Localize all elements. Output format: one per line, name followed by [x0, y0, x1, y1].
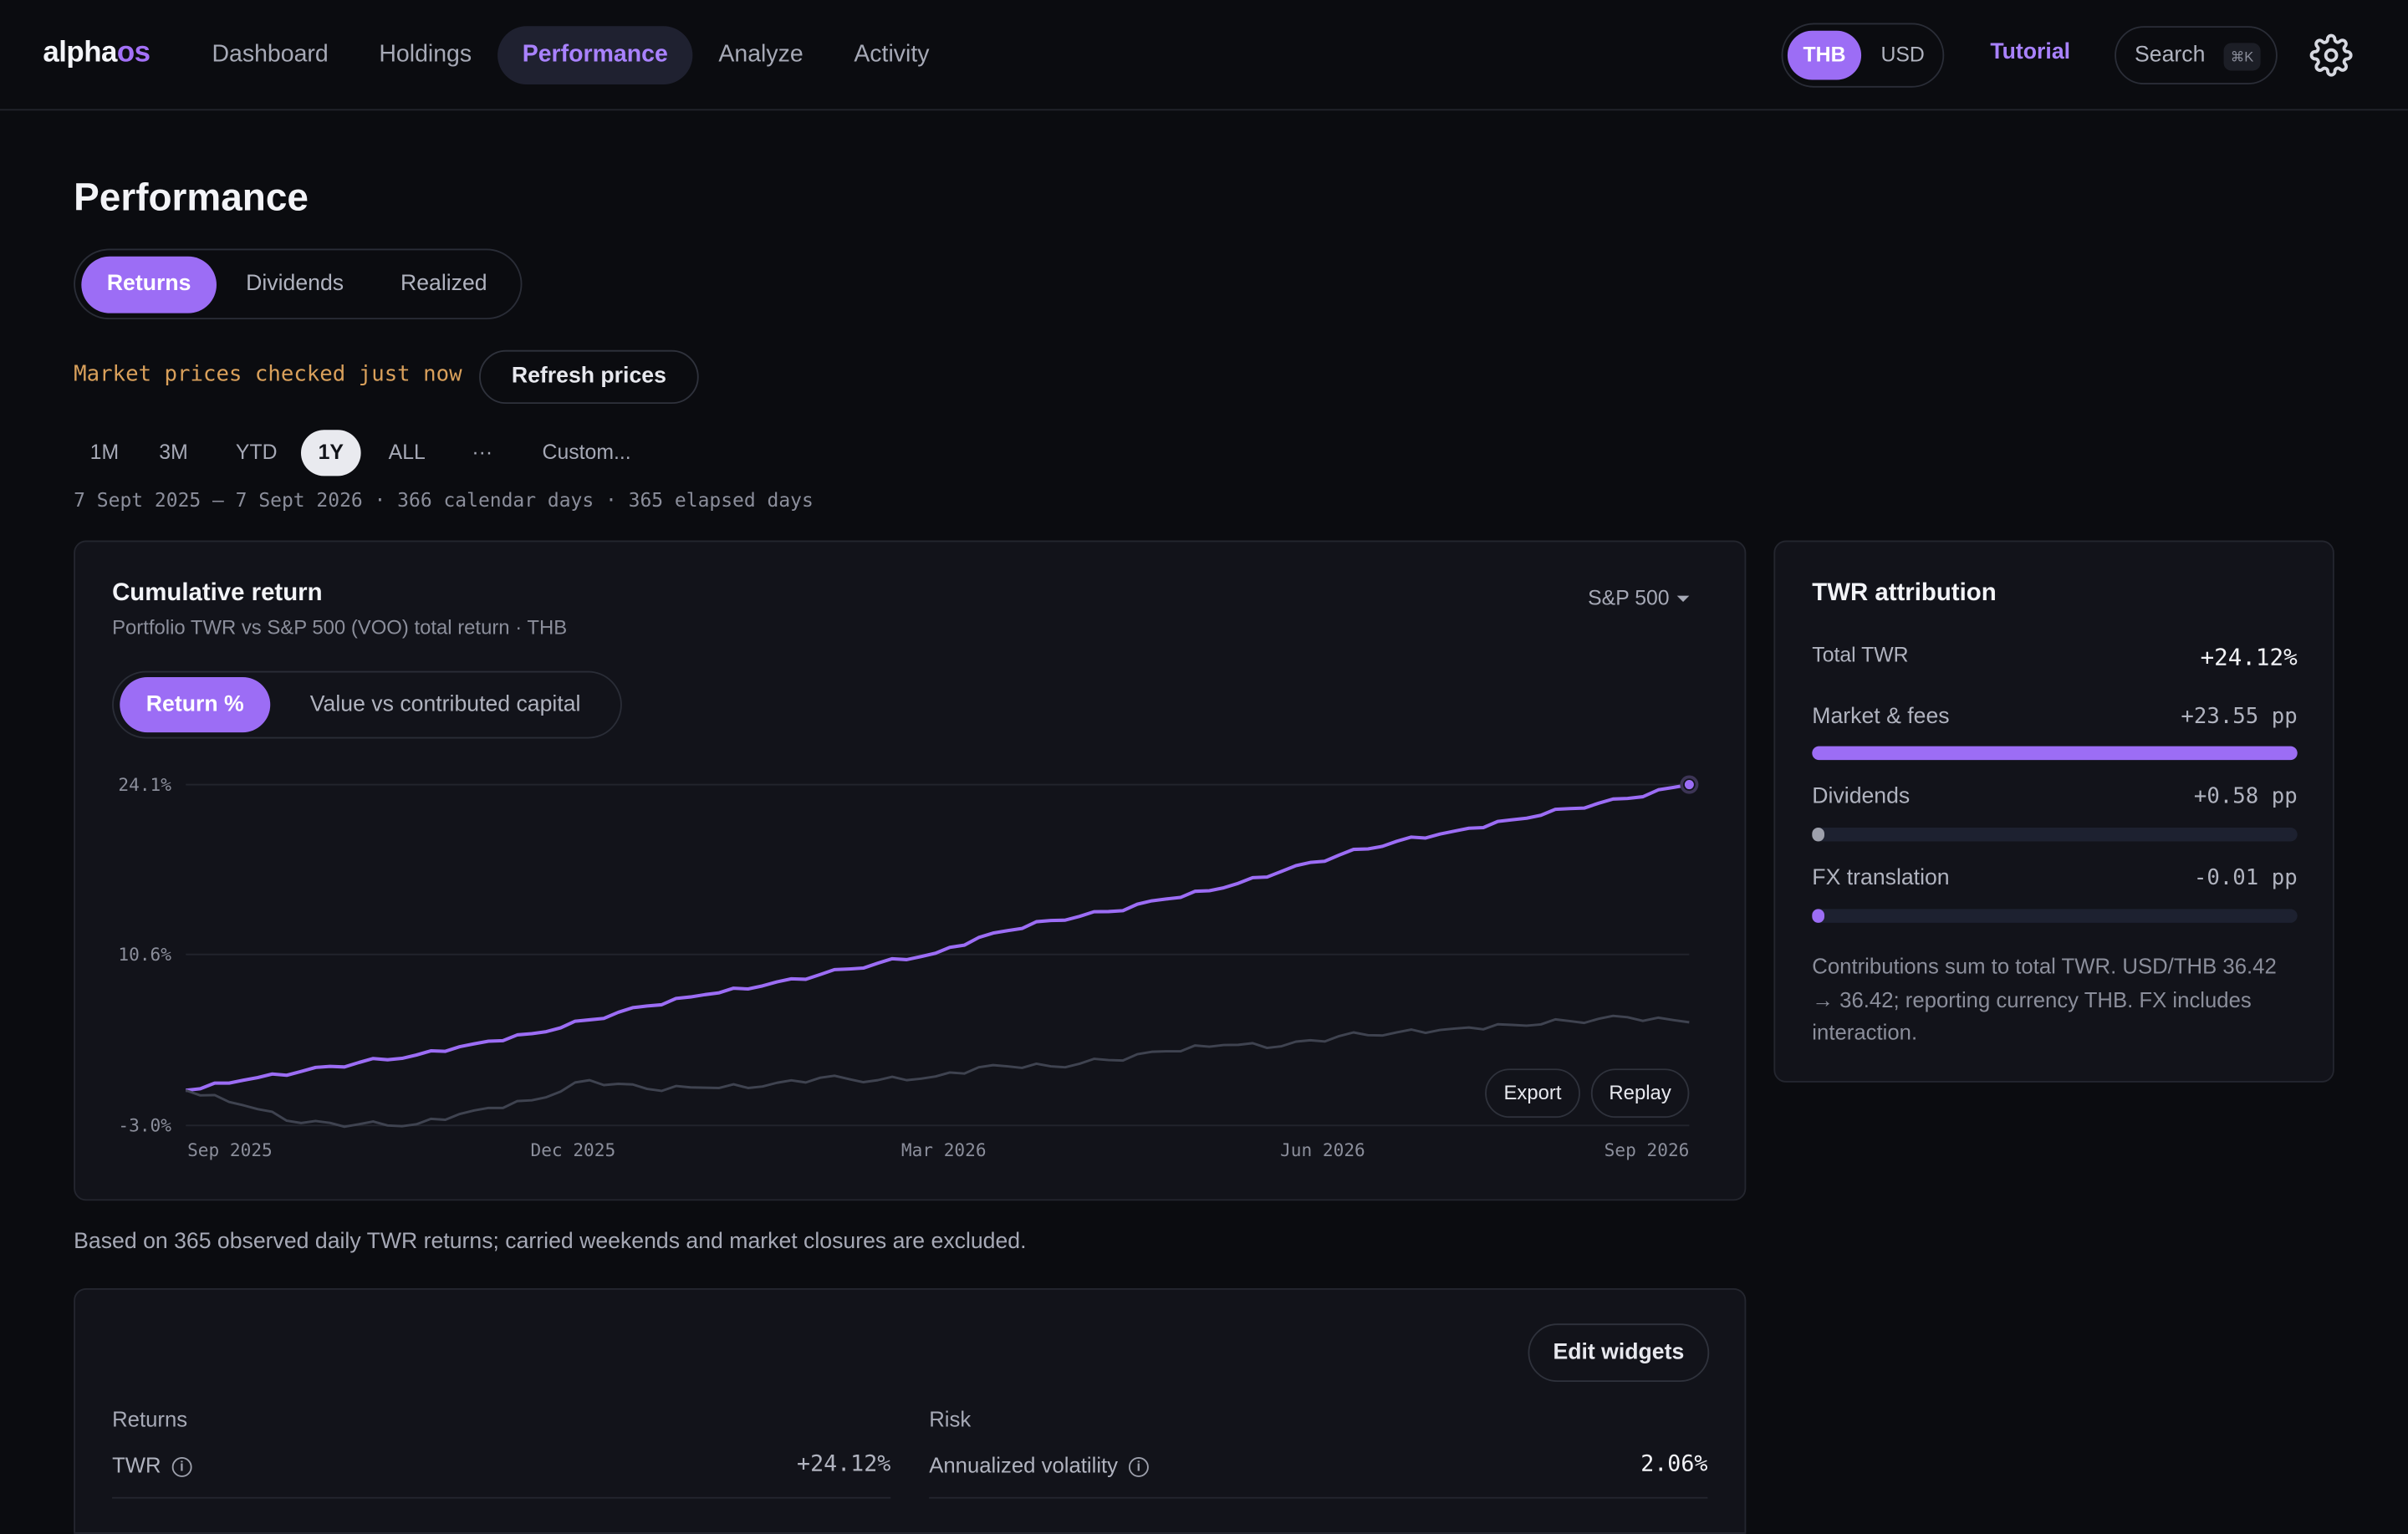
tab-dividends[interactable]: Dividends	[246, 272, 344, 297]
search-button[interactable]: Search ⌘K	[2115, 26, 2278, 85]
top-nav: alphaos Dashboard Holdings Performance A…	[0, 0, 2408, 111]
y-tick-label: -3.0%	[118, 1115, 171, 1136]
total-twr-label: Total TWR	[1812, 643, 1909, 667]
attr-value: -0.01 pp	[2193, 865, 2298, 891]
attr-bar-dividends	[1812, 827, 2298, 842]
benchmark-label: S&P 500	[1588, 586, 1670, 610]
replay-button[interactable]: Replay	[1590, 1068, 1690, 1119]
range-more[interactable]: ···	[472, 441, 493, 464]
tab-realized[interactable]: Realized	[400, 272, 487, 297]
mode-return-pct[interactable]: Return %	[120, 676, 271, 733]
nav-activity[interactable]: Activity	[854, 41, 930, 68]
currency-thb[interactable]: THB	[1787, 30, 1862, 80]
twr-attribution-card: TWR attribution Total TWR +24.12% Market…	[1773, 540, 2334, 1083]
metric-label: TWR i	[112, 1452, 192, 1477]
tab-returns[interactable]: Returns	[81, 256, 217, 313]
x-tick-label: Dec 2025	[530, 1139, 615, 1160]
nav-dashboard[interactable]: Dashboard	[212, 41, 329, 68]
chart-subtitle: Portfolio TWR vs S&P 500 (VOO) total ret…	[112, 615, 568, 640]
volatility-value: 2.06%	[1640, 1452, 1708, 1477]
attr-value: +23.55 pp	[2181, 705, 2298, 730]
metric-row-twr: TWR i +24.12%	[112, 1443, 891, 1499]
mode-value-vs-capital[interactable]: Value vs contributed capital	[309, 692, 581, 717]
risk-section-label: Risk	[929, 1406, 972, 1431]
attr-bar-fill	[1812, 827, 1824, 842]
currency-toggle: THB USD	[1781, 23, 1945, 88]
currency-usd[interactable]: USD	[1880, 43, 1925, 66]
tutorial-link[interactable]: Tutorial	[1990, 39, 2071, 65]
edit-widgets-button[interactable]: Edit widgets	[1528, 1323, 1710, 1383]
nav-analyze[interactable]: Analyze	[718, 41, 804, 68]
attribution-note: Contributions sum to total TWR. USD/THB …	[1812, 953, 2277, 1044]
search-label: Search	[2135, 43, 2206, 68]
range-all[interactable]: ALL	[388, 441, 426, 464]
range-1m[interactable]: 1M	[89, 441, 120, 464]
metric-row-volatility: Annualized volatility i 2.06%	[929, 1443, 1708, 1499]
attr-label: FX translation	[1812, 865, 1950, 891]
info-icon[interactable]: i	[171, 1457, 192, 1477]
end-marker	[1684, 780, 1694, 790]
nav-performance[interactable]: Performance	[497, 26, 693, 85]
range-custom[interactable]: Custom...	[542, 441, 631, 464]
twr-label: TWR	[112, 1452, 161, 1477]
attr-value: +0.58 pp	[2193, 784, 2298, 809]
info-icon[interactable]: i	[1128, 1457, 1149, 1477]
chevron-down-icon	[1676, 596, 1690, 603]
attr-bar-fill	[1812, 909, 1824, 923]
main-nav: Dashboard Holdings Performance Analyze A…	[187, 26, 956, 85]
chart-mode-toggle: Return % Value vs contributed capital	[112, 670, 622, 739]
nav-holdings[interactable]: Holdings	[379, 41, 472, 68]
cumulative-return-chart: 24.1% 10.6% -3.0% Sep 2025 Dec 2025 Mar 2026 J…	[118, 774, 1699, 1160]
date-range-text: 7 Sept 2025 – 7 Sept 2026 · 366 calendar…	[74, 488, 814, 512]
range-selector: 1M 3M YTD 1Y ALL ··· Custom...	[74, 430, 661, 477]
widgets-card: Edit widgets Returns Risk TWR i +24.12% A…	[74, 1287, 1747, 1534]
total-twr-value: +24.12%	[2200, 643, 2298, 671]
attr-label: Dividends	[1812, 784, 1911, 809]
attribution-title: TWR attribution	[1812, 580, 1997, 607]
x-tick-label: Jun 2026	[1280, 1139, 1365, 1160]
attr-bar-market	[1812, 746, 2298, 761]
x-tick-label: Sep 2026	[1604, 1139, 1690, 1160]
performance-tabs: Returns Dividends Realized	[74, 248, 523, 320]
attr-bar-fx	[1812, 909, 2298, 923]
search-shortcut: ⌘K	[2223, 43, 2261, 71]
y-tick-label: 10.6%	[118, 944, 171, 965]
x-tick-label: Sep 2025	[187, 1139, 273, 1160]
footnote: Based on 365 observed daily TWR returns;…	[74, 1230, 1027, 1255]
range-1y[interactable]: 1Y	[300, 430, 361, 477]
refresh-prices-button[interactable]: Refresh prices	[479, 349, 699, 405]
range-ytd[interactable]: YTD	[235, 441, 278, 464]
page-title: Performance	[74, 176, 309, 220]
attr-row-fx: FX translation -0.01 pp	[1812, 866, 2297, 897]
attr-bar-fill	[1812, 746, 2298, 761]
total-twr-row: Total TWR +24.12%	[1812, 644, 2297, 675]
attr-row-market: Market & fees +23.55 pp	[1812, 705, 2297, 736]
attr-label: Market & fees	[1812, 705, 1950, 730]
benchmark-line	[185, 1014, 1690, 1129]
metric-label: Annualized volatility i	[929, 1453, 1149, 1477]
range-3m[interactable]: 3M	[159, 441, 188, 464]
market-status: Market prices checked just now	[74, 362, 462, 387]
y-tick-label: 24.1%	[118, 774, 171, 795]
twr-value: +24.12%	[797, 1452, 891, 1477]
chart-title: Cumulative return	[112, 580, 323, 607]
returns-section-label: Returns	[112, 1406, 188, 1431]
benchmark-dropdown[interactable]: S&P 500	[1588, 586, 1690, 610]
portfolio-line	[186, 782, 1690, 1093]
attr-row-dividends: Dividends +0.58 pp	[1812, 785, 2297, 816]
gear-icon[interactable]	[2309, 33, 2353, 77]
volatility-label: Annualized volatility	[929, 1452, 1119, 1477]
x-tick-label: Mar 2026	[901, 1139, 987, 1160]
export-button[interactable]: Export	[1485, 1068, 1580, 1119]
cumulative-return-card: Cumulative return Portfolio TWR vs S&P 5…	[74, 540, 1747, 1201]
logo[interactable]: alphaos	[43, 37, 150, 69]
